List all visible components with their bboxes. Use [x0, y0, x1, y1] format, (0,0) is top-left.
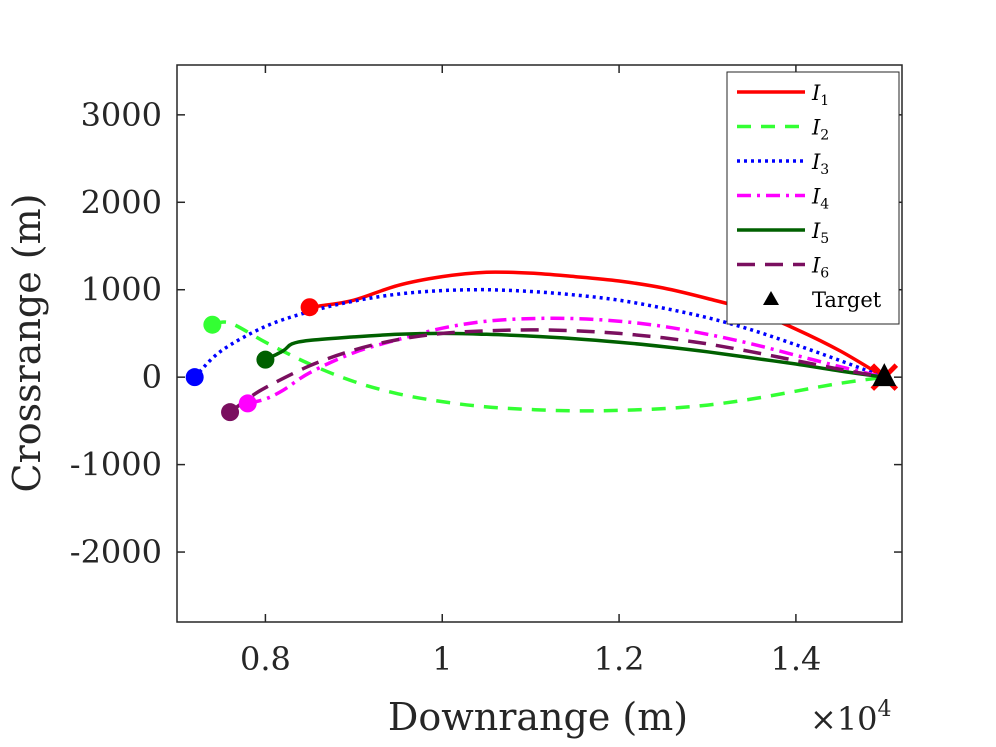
legend-target-marker	[763, 291, 779, 305]
x-tick-label: 1.2	[594, 640, 645, 678]
legend-label-target: Target	[812, 288, 882, 312]
legend-label-6: I6	[811, 254, 829, 282]
legend-label-3: I3	[811, 150, 829, 178]
x-tick-label: 0.8	[240, 640, 291, 678]
legend-label-2: I2	[811, 116, 829, 144]
start-point-1	[300, 298, 319, 317]
start-point-6	[221, 403, 240, 422]
y-axis-title: Crossrange (m)	[5, 194, 49, 493]
x-exponent-base: ×10	[810, 700, 878, 738]
y-tick-label: 2000	[81, 183, 162, 221]
legend-box	[726, 71, 900, 325]
legend-label-5: I5	[811, 219, 829, 247]
start-point-2	[203, 315, 222, 334]
start-point-3	[185, 368, 204, 387]
start-point-5	[256, 350, 275, 369]
y-tick-label: 0	[142, 358, 162, 396]
series-line-3	[193, 287, 885, 379]
x-exponent-power: 4	[878, 697, 892, 722]
start-point-4	[238, 394, 257, 413]
x-axis-title: Downrange (m)	[388, 695, 688, 739]
target-marker	[872, 363, 897, 387]
legend-label-4: I4	[811, 185, 829, 213]
legend: I1 I2 I3 I4 I5 I6 Target	[726, 71, 900, 325]
legend-label-1: I1	[811, 81, 829, 109]
y-tick-label: -1000	[70, 446, 162, 484]
x-tick-label: 1	[432, 640, 452, 678]
series-line-5	[264, 331, 885, 379]
y-tick-label: 1000	[81, 271, 162, 309]
series-line-6	[228, 328, 885, 414]
y-tick-label: -2000	[70, 533, 162, 571]
y-tick-label: 3000	[81, 96, 162, 134]
series-line-4	[247, 316, 885, 406]
x-exponent-label: ×104	[810, 697, 892, 738]
x-tick-label: 1.4	[770, 640, 821, 678]
